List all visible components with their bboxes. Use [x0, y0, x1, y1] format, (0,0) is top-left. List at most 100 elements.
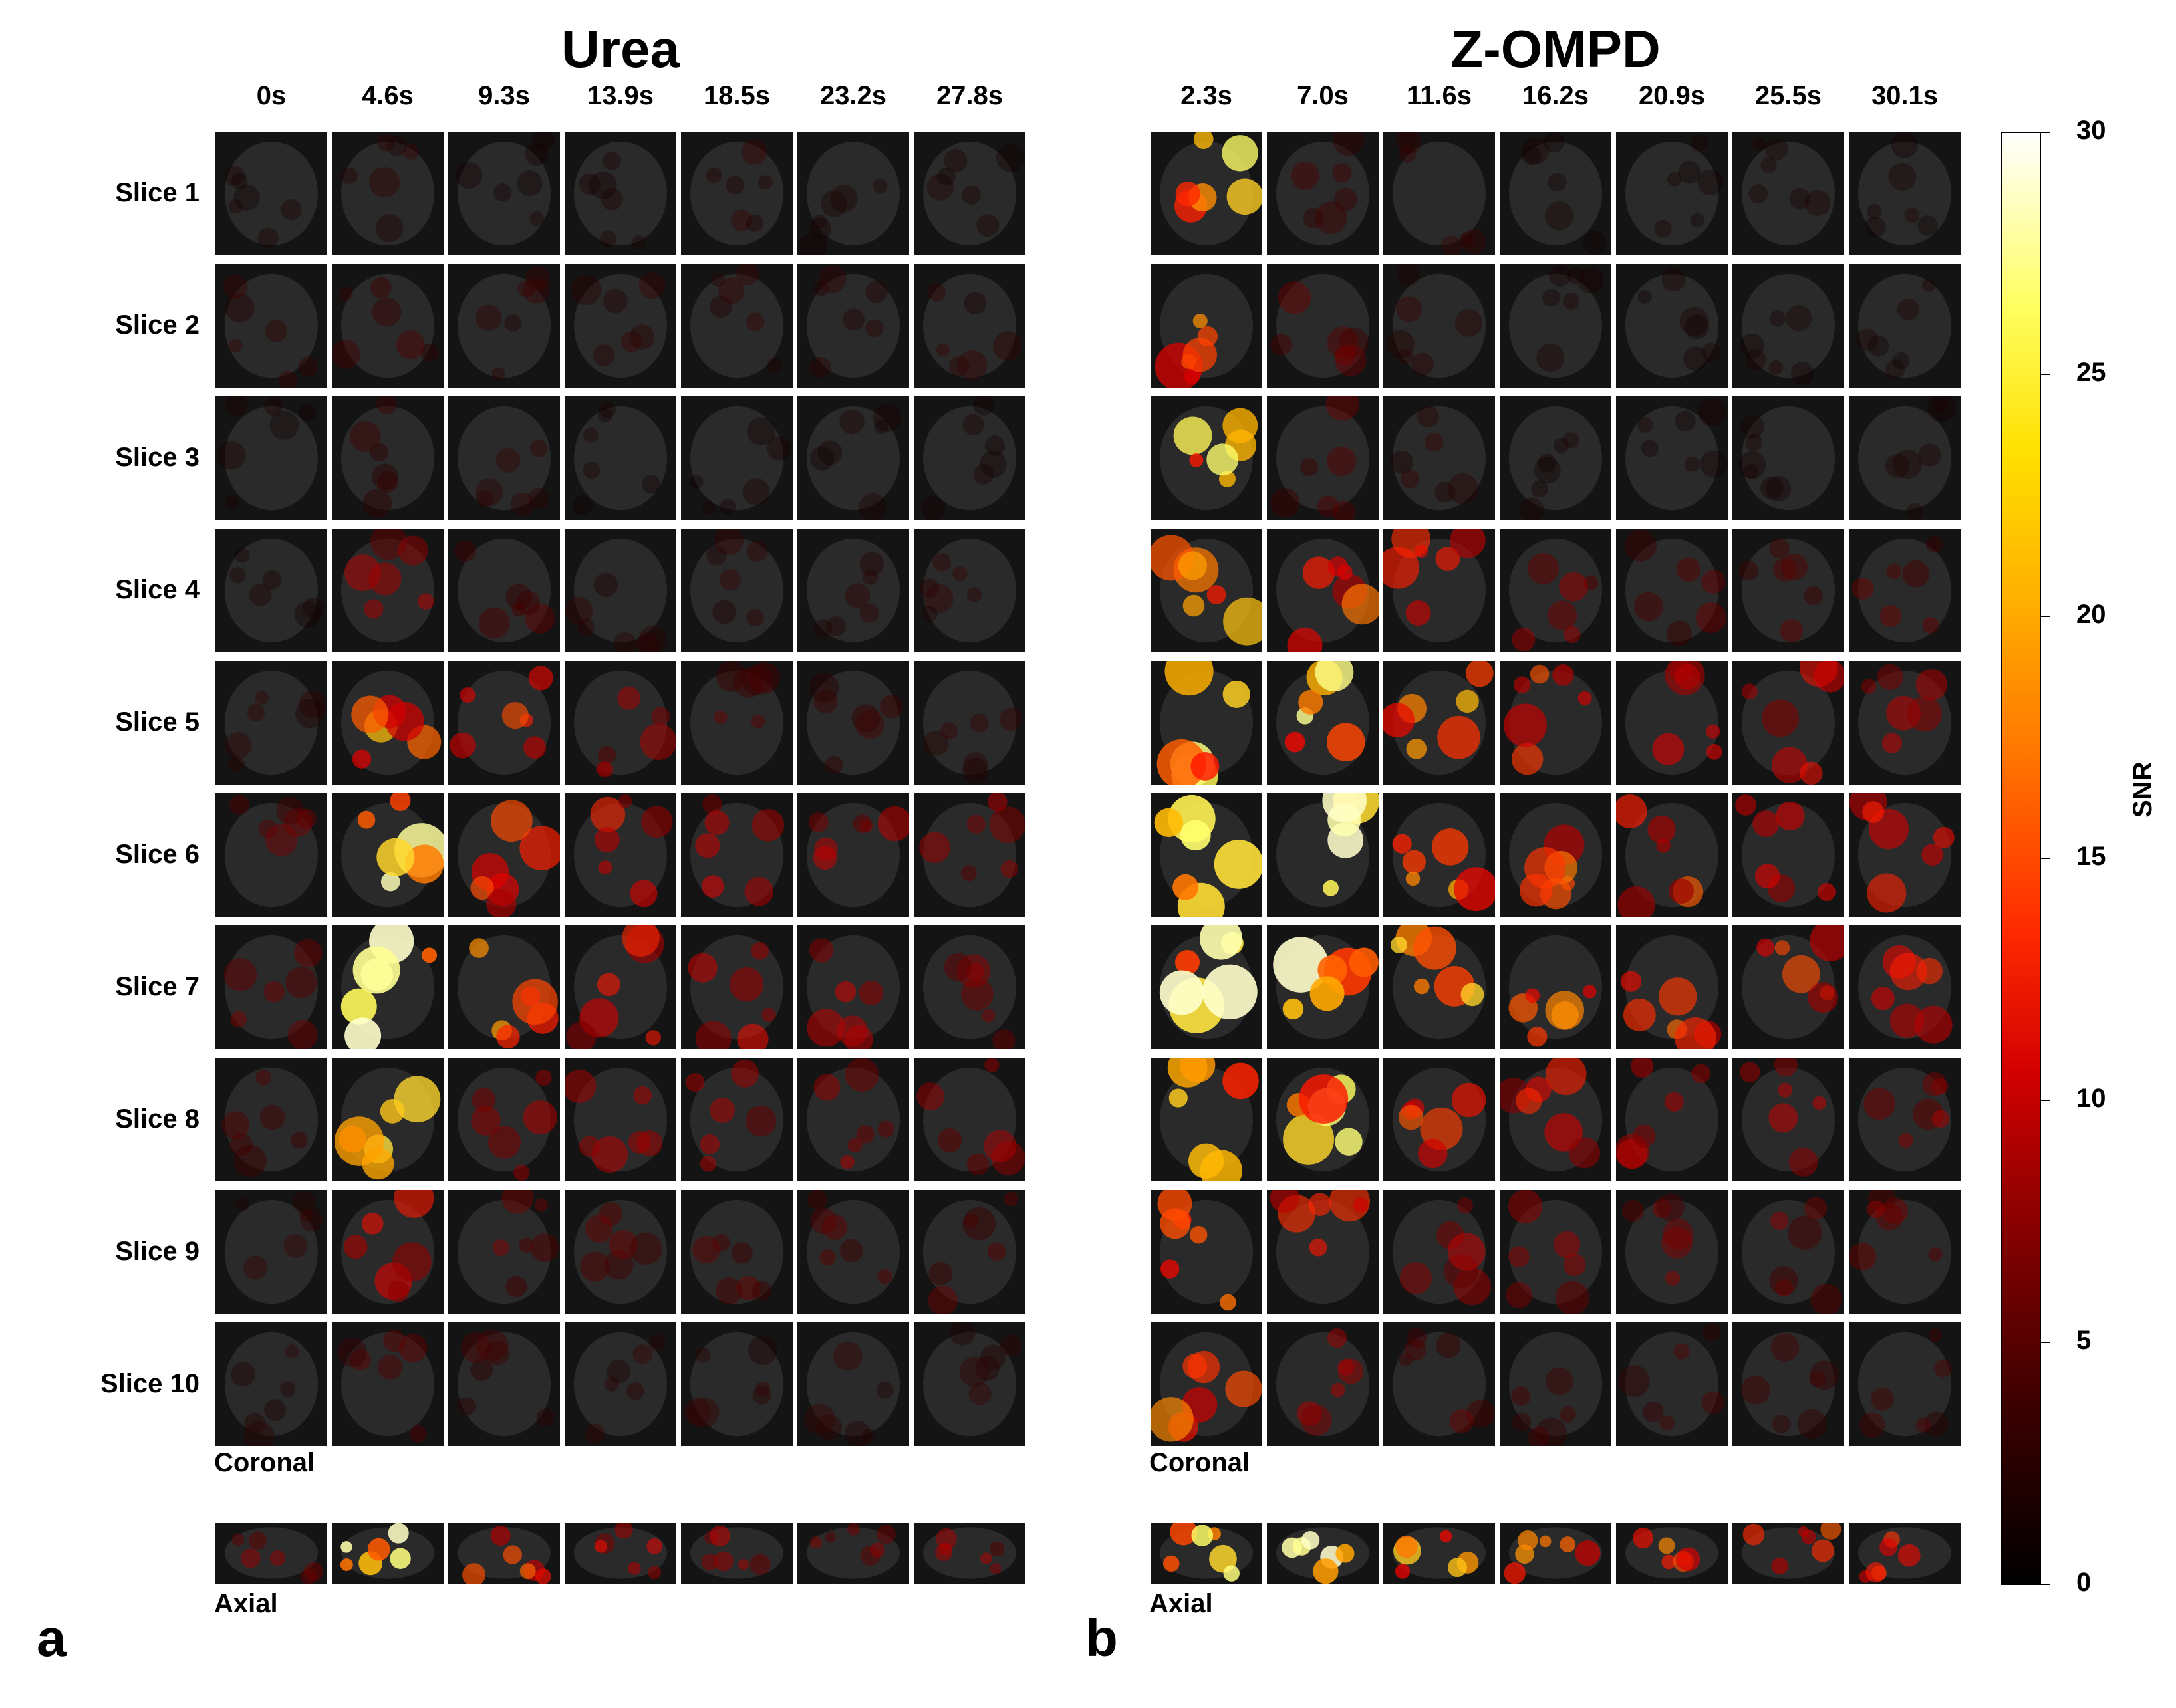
time-label: 11.6s [1407, 81, 1472, 110]
mri-tile [1151, 1190, 1262, 1314]
mri-tile [1616, 661, 1728, 785]
mri-tile [681, 1190, 793, 1314]
colorbar-tick [2041, 1342, 2050, 1343]
colorbar-tick-label: 15 [2076, 842, 2106, 871]
mri-tile [681, 396, 793, 520]
mri-tile [1849, 1058, 1961, 1181]
mri-tile [1383, 132, 1495, 255]
mri-tile [448, 1058, 560, 1181]
mri-tile [565, 661, 676, 785]
mri-tile [215, 264, 327, 388]
mri-axial-tile [1151, 1523, 1262, 1584]
mri-tile [914, 396, 1025, 520]
mri-tile [215, 396, 327, 520]
mri-tile [681, 925, 793, 1049]
mri-tile [1151, 661, 1262, 785]
mri-axial-tile [681, 1523, 793, 1584]
mri-tile [332, 264, 444, 388]
colorbar-tick-label: 5 [2076, 1326, 2092, 1355]
mri-tile [1500, 1190, 1611, 1314]
slice-label: Slice 10 [100, 1369, 200, 1398]
mri-tile [565, 132, 676, 255]
slice-label: Slice 9 [115, 1237, 200, 1266]
time-label: 30.1s [1871, 81, 1939, 110]
mri-tile [914, 529, 1025, 652]
slice-label: Slice 7 [115, 972, 200, 1001]
time-label: 13.9s [587, 81, 654, 110]
slice-label: Slice 8 [115, 1104, 200, 1134]
panel-title: Z-OMPD [1450, 19, 1661, 78]
mri-tile [681, 793, 793, 917]
mri-tile [681, 264, 793, 388]
mri-tile [681, 132, 793, 255]
mri-axial-tile [1849, 1523, 1961, 1584]
time-label: 18.5s [703, 81, 771, 110]
mri-tile [215, 1322, 327, 1446]
mri-tile [1616, 529, 1728, 652]
colorbar-tick [2041, 132, 2050, 133]
panel-title: Urea [561, 19, 680, 78]
mri-tile [1849, 1322, 1961, 1446]
mri-tile [1500, 132, 1611, 255]
mri-tile [1267, 264, 1379, 388]
time-label: 4.6s [362, 81, 414, 110]
mri-tile [797, 529, 909, 652]
mri-tile [1383, 661, 1495, 785]
mri-tile [1849, 793, 1961, 917]
mri-tile [448, 1190, 560, 1314]
mri-tile [1616, 396, 1728, 520]
mri-tile [215, 661, 327, 785]
mri-tile [215, 529, 327, 652]
mri-tile [914, 264, 1025, 388]
mri-tile [797, 661, 909, 785]
mri-tile [1383, 264, 1495, 388]
mri-tile [1849, 529, 1961, 652]
mri-tile [1500, 1322, 1611, 1446]
mri-tile [332, 661, 444, 785]
mri-tile [1383, 1058, 1495, 1181]
time-label: 9.3s [478, 81, 530, 110]
mri-tile [1616, 1190, 1728, 1314]
mri-tile [1849, 264, 1961, 388]
mri-tile [1383, 793, 1495, 917]
mri-tile [1616, 264, 1728, 388]
mri-tile [1500, 925, 1611, 1049]
time-label: 7.0s [1297, 81, 1349, 110]
panel-letter: a [37, 1608, 67, 1667]
mri-tile [448, 925, 560, 1049]
mri-tile [1732, 396, 1844, 520]
mri-tile [215, 132, 327, 255]
mri-tile [1500, 793, 1611, 917]
mri-tile [1616, 925, 1728, 1049]
colorbar-tick-label: 25 [2076, 358, 2106, 387]
mri-tile [448, 264, 560, 388]
mri-axial-tile [332, 1523, 444, 1584]
mri-tile [1732, 132, 1844, 255]
mri-tile [1151, 1322, 1262, 1446]
mri-tile [1732, 793, 1844, 917]
mri-tile [1151, 264, 1262, 388]
mri-axial-tile [1616, 1523, 1728, 1584]
mri-tile [914, 661, 1025, 785]
mri-tile [1500, 1058, 1611, 1181]
mri-tile [448, 396, 560, 520]
mri-tile [565, 793, 676, 917]
mri-tile [1732, 1322, 1844, 1446]
mri-tile [797, 1058, 909, 1181]
mri-tile [215, 1190, 327, 1314]
mri-axial-tile [1732, 1523, 1844, 1584]
mri-tile [565, 1058, 676, 1181]
mri-tile [797, 793, 909, 917]
mri-axial-tile [1383, 1523, 1495, 1584]
mri-tile [797, 1322, 909, 1446]
colorbar-tick [2041, 1584, 2050, 1585]
mri-tile [1383, 396, 1495, 520]
mri-tile [1383, 925, 1495, 1049]
mri-tile [1616, 1058, 1728, 1181]
mri-tile [448, 793, 560, 917]
mri-tile [914, 925, 1025, 1049]
mri-tile [681, 661, 793, 785]
mri-tile [448, 529, 560, 652]
mri-axial-tile [914, 1523, 1025, 1584]
mri-tile [1151, 529, 1262, 652]
